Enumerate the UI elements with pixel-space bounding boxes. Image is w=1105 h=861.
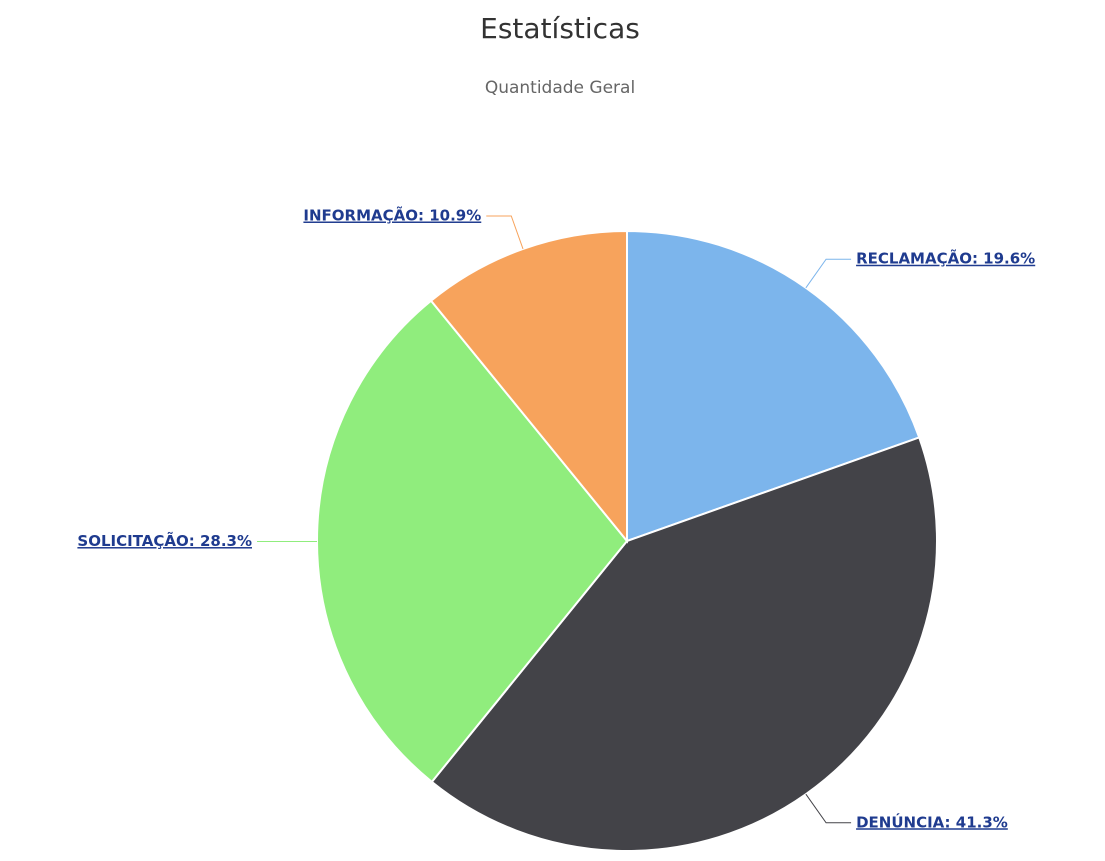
data-label: DENÚNCIA: 41.3% — [856, 812, 1008, 831]
label-connector — [486, 215, 524, 250]
pie-slice — [430, 436, 938, 852]
data-label: INFORMAÇÃO: 10.9% — [303, 205, 481, 224]
data-label: RECLAMAÇÃO: 19.6% — [856, 249, 1035, 268]
data-label: SOLICITAÇÃO: 28.3% — [77, 531, 252, 550]
label-connector — [805, 258, 852, 289]
chart-title: Estatísticas — [480, 12, 640, 45]
chart-subtitle: Quantidade Geral — [485, 78, 635, 98]
pie-slice — [429, 229, 628, 544]
label-connector — [805, 793, 852, 824]
